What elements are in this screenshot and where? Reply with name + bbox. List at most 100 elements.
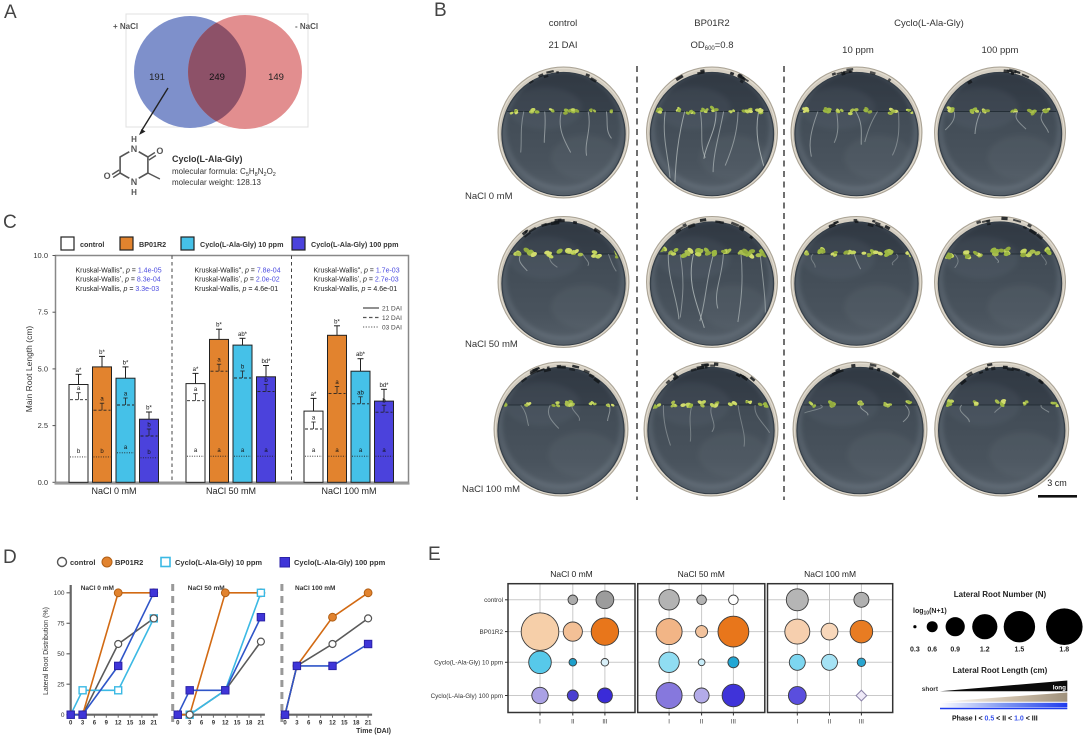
- svg-text:BP01R2: BP01R2: [115, 558, 143, 567]
- svg-text:10 ppm: 10 ppm: [842, 45, 874, 56]
- svg-text:18: 18: [353, 721, 360, 727]
- svg-text:0.6: 0.6: [927, 647, 937, 654]
- svg-text:15: 15: [127, 721, 134, 727]
- svg-text:BP01R2: BP01R2: [480, 629, 504, 636]
- svg-text:NaCl 50 mM: NaCl 50 mM: [465, 339, 518, 350]
- svg-text:I: I: [668, 720, 670, 726]
- svg-text:Cyclo(L-Ala-Gly) 10 ppm: Cyclo(L-Ala-Gly) 10 ppm: [175, 558, 262, 567]
- svg-text:0.0: 0.0: [38, 478, 48, 487]
- svg-text:6: 6: [307, 721, 311, 727]
- svg-text:3: 3: [81, 721, 85, 727]
- svg-text:9: 9: [212, 721, 216, 727]
- svg-text:3: 3: [295, 721, 299, 727]
- svg-text:D: D: [3, 547, 17, 568]
- svg-text:+ NaCl: + NaCl: [113, 22, 138, 31]
- svg-text:21: 21: [365, 721, 372, 727]
- svg-text:a*: a*: [76, 368, 82, 374]
- svg-text:21: 21: [150, 721, 157, 727]
- svg-text:Kruskal-Wallisʼ, p = 8.3e-04: Kruskal-Wallisʼ, p = 8.3e-04: [76, 276, 161, 284]
- svg-text:191: 191: [149, 72, 165, 83]
- svg-text:a: a: [241, 448, 245, 454]
- svg-text:12: 12: [222, 721, 229, 727]
- svg-text:molecular formula: C5H8N2O2: molecular formula: C5H8N2O2: [172, 167, 276, 178]
- svg-text:NaCl 50 mM: NaCl 50 mM: [678, 569, 725, 579]
- svg-text:a: a: [194, 387, 198, 393]
- svg-text:0: 0: [283, 721, 287, 727]
- svg-text:NaCl 0 mM: NaCl 0 mM: [550, 569, 593, 579]
- svg-text:Kruskal-Wallisʺ, p = 1.7e-03: Kruskal-Wallisʺ, p = 1.7e-03: [314, 267, 400, 275]
- svg-text:a: a: [124, 445, 128, 451]
- svg-text:18: 18: [139, 721, 146, 727]
- svg-text:0: 0: [61, 712, 65, 719]
- svg-text:short: short: [922, 686, 939, 693]
- svg-text:Cyclo(L-Ala-Gly) 10 ppm: Cyclo(L-Ala-Gly) 10 ppm: [434, 660, 503, 667]
- svg-text:03 DAI: 03 DAI: [382, 325, 402, 332]
- svg-text:1.8: 1.8: [1059, 647, 1069, 654]
- svg-text:a: a: [194, 448, 198, 454]
- svg-text:NaCl 0 mM: NaCl 0 mM: [465, 191, 513, 202]
- svg-text:NaCl 50 mM: NaCl 50 mM: [206, 486, 256, 496]
- svg-text:III: III: [731, 720, 736, 726]
- svg-text:1.5: 1.5: [1015, 647, 1025, 654]
- svg-text:15: 15: [234, 721, 241, 727]
- svg-text:100 ppm: 100 ppm: [982, 45, 1019, 56]
- svg-text:H: H: [131, 135, 137, 144]
- svg-text:21 DAI: 21 DAI: [382, 306, 402, 313]
- svg-text:b*: b*: [146, 406, 152, 412]
- svg-text:III: III: [602, 720, 607, 726]
- svg-text:b: b: [77, 449, 81, 455]
- svg-text:50: 50: [57, 651, 65, 658]
- svg-text:NaCl 0 mM: NaCl 0 mM: [81, 585, 114, 592]
- svg-text:a: a: [217, 358, 221, 364]
- svg-text:6: 6: [93, 721, 97, 727]
- svg-text:ab: ab: [357, 390, 364, 396]
- svg-text:a: a: [77, 386, 81, 392]
- svg-text:NaCl 100 mM: NaCl 100 mM: [321, 486, 376, 496]
- svg-text:3 cm: 3 cm: [1047, 478, 1067, 488]
- svg-text:Cyclo(L-Ala-Gly) 10 ppm: Cyclo(L-Ala-Gly) 10 ppm: [200, 240, 283, 249]
- svg-text:b*: b*: [334, 319, 340, 325]
- svg-text:II: II: [571, 720, 575, 726]
- svg-text:0: 0: [176, 721, 180, 727]
- svg-text:Cyclo(L-Ala-Gly) 100 ppm: Cyclo(L-Ala-Gly) 100 ppm: [294, 558, 386, 567]
- svg-text:149: 149: [268, 72, 284, 83]
- svg-text:III: III: [859, 720, 864, 726]
- svg-text:a*: a*: [193, 367, 199, 373]
- svg-text:Kruskal-Wallisʺ, p = 7.8e-04: Kruskal-Wallisʺ, p = 7.8e-04: [195, 267, 281, 275]
- svg-text:ab*: ab*: [238, 332, 248, 338]
- svg-text:10.0: 10.0: [33, 251, 48, 260]
- svg-text:b: b: [147, 450, 151, 456]
- svg-text:O: O: [156, 146, 163, 156]
- svg-text:Kruskal-Wallis, p = 4.6e-01: Kruskal-Wallis, p = 4.6e-01: [314, 286, 398, 293]
- svg-text:18: 18: [246, 721, 253, 727]
- svg-text:6: 6: [200, 721, 204, 727]
- svg-text:H: H: [131, 188, 137, 197]
- svg-text:100: 100: [54, 590, 65, 597]
- svg-text:long: long: [1053, 684, 1066, 691]
- svg-text:b: b: [382, 399, 386, 405]
- svg-text:9: 9: [105, 721, 109, 727]
- svg-text:b: b: [264, 378, 268, 384]
- svg-text:b*: b*: [123, 360, 129, 366]
- svg-text:Cyclo(L-Ala-Gly) 100 ppm: Cyclo(L-Ala-Gly) 100 ppm: [311, 240, 398, 249]
- svg-text:Kruskal-Wallis, p = 4.6e-01: Kruskal-Wallis, p = 4.6e-01: [195, 286, 279, 293]
- svg-text:2.5: 2.5: [38, 421, 48, 430]
- svg-text:b*: b*: [216, 323, 222, 329]
- svg-text:Main Root Length (cm): Main Root Length (cm): [24, 326, 34, 413]
- svg-text:1.2: 1.2: [980, 647, 990, 654]
- svg-text:N: N: [131, 144, 138, 154]
- svg-text:a: a: [100, 397, 104, 403]
- svg-text:Kruskal-Wallisʺ, p = 1.4e-05: Kruskal-Wallisʺ, p = 1.4e-05: [76, 267, 162, 275]
- svg-text:Cyclo(L-Ala-Gly): Cyclo(L-Ala-Gly): [172, 154, 243, 164]
- svg-text:a: a: [335, 448, 339, 454]
- svg-text:0: 0: [69, 721, 73, 727]
- svg-text:Kruskal-Wallisʼ, p = 2.0e-02: Kruskal-Wallisʼ, p = 2.0e-02: [195, 276, 280, 284]
- svg-text:b*: b*: [99, 350, 105, 356]
- svg-text:I: I: [796, 720, 798, 726]
- svg-text:Lateral Root Distribution (%): Lateral Root Distribution (%): [43, 607, 50, 695]
- svg-text:BP01R2: BP01R2: [694, 18, 729, 29]
- svg-text:a: a: [382, 448, 386, 454]
- svg-text:b: b: [147, 423, 151, 429]
- svg-text:7.5: 7.5: [38, 308, 48, 317]
- svg-text:12 DAI: 12 DAI: [382, 315, 402, 322]
